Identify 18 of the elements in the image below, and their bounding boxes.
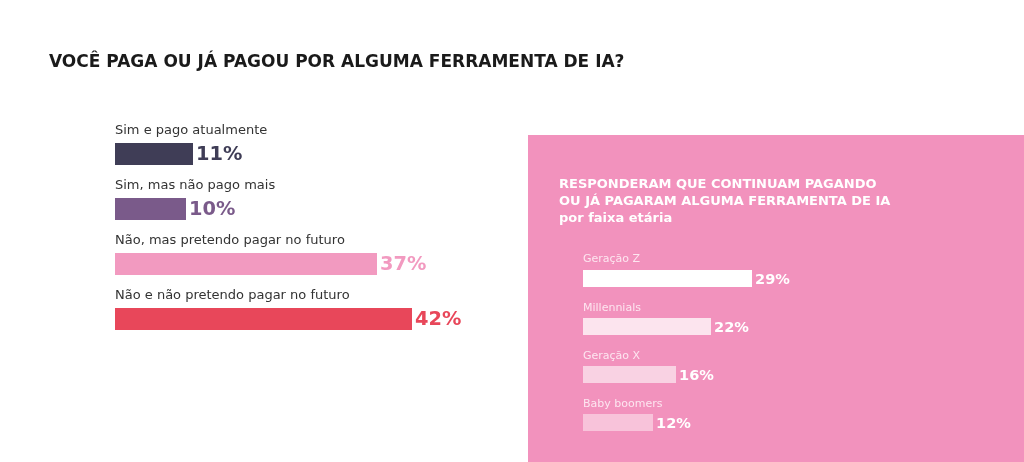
category-label: Geração Z [583,252,641,265]
data-label: 16% [679,365,715,383]
category-label: Baby boomers [583,397,663,410]
data-label: 10% [189,197,236,221]
data-label: 37% [380,252,427,276]
data-label: 22% [714,317,750,335]
category-label: Não, mas pretendo pagar no futuro [115,232,345,247]
data-label: 29% [755,269,791,287]
chart-title: RESPONDERAM QUE CONTINUAM PAGANDO OU JÁ PAGARAM ALGUMA FERRAMENTA DE IA por faixa etária [559,176,891,225]
category-label: Geração X [583,349,641,362]
chart-title: VOCÊ PAGA OU JÁ PAGOU POR ALGUMA FERRAMENTA DE IA? [49,50,625,71]
data-label: 11% [196,142,243,166]
category-label: Millennials [583,301,641,314]
category-label: Sim e pago atualmente [115,122,268,137]
category-label: Não e não pretendo pagar no futuro [115,287,350,302]
category-label: Sim, mas não pago mais [115,177,276,192]
data-label: 12% [656,413,692,431]
data-label: 42% [415,307,462,331]
